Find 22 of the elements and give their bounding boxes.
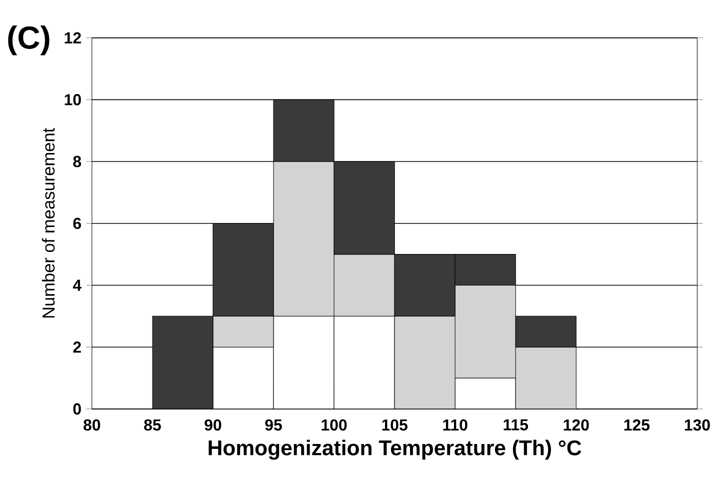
x-tick-label: 90 xyxy=(204,419,222,431)
x-tick-label: 130 xyxy=(684,419,710,431)
x-tick-label: 110 xyxy=(443,419,468,431)
y-tick-label: 6 xyxy=(73,218,81,230)
x-tick-label: 80 xyxy=(84,419,100,431)
y-tick-label: 8 xyxy=(73,156,82,168)
y-tick-label: 0 xyxy=(73,403,81,415)
y-axis-title: Number of measurement xyxy=(42,128,55,318)
x-tick-label: 105 xyxy=(382,419,408,431)
x-tick-label: 120 xyxy=(564,419,589,431)
x-tick-label: 85 xyxy=(144,419,161,431)
x-tick-label: 95 xyxy=(265,419,282,431)
bar xyxy=(212,316,274,348)
x-axis-title: Homogenization Temperature (Th) °C xyxy=(208,440,582,460)
x-tick-label: 115 xyxy=(504,419,528,430)
y-tick-label: 4 xyxy=(72,280,82,291)
y-tick-label: 10 xyxy=(64,94,81,106)
text: (C) xyxy=(8,26,50,56)
x-tick-label: 100 xyxy=(322,419,347,431)
y-tick-label: 2 xyxy=(73,342,81,353)
x-tick-label: 125 xyxy=(624,419,650,431)
y-tick-label: 12 xyxy=(64,32,81,44)
